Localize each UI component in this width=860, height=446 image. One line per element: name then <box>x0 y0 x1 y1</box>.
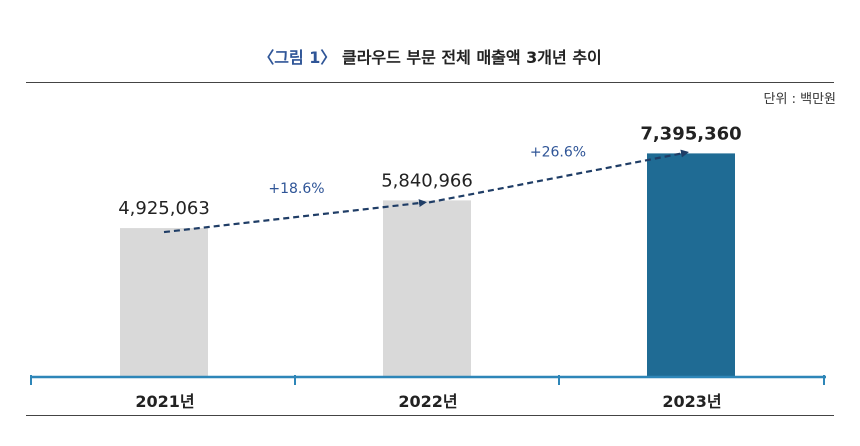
trend-arrow-1 <box>163 199 427 234</box>
unit-label: 단위 : 백만원 <box>763 92 836 107</box>
top-rule <box>26 82 834 83</box>
growth-label-2: +26.6% <box>530 144 586 160</box>
category-label-2023: 2023년 <box>662 392 722 411</box>
category-label-2022: 2022년 <box>398 392 458 411</box>
value-label-2022: 5,840,966 <box>381 170 473 191</box>
category-label-2021: 2021년 <box>135 392 195 411</box>
value-label-2021: 4,925,063 <box>118 198 210 219</box>
growth-label-1: +18.6% <box>268 181 324 197</box>
value-label-2023: 7,395,360 <box>640 123 741 144</box>
bar-2022 <box>383 200 471 377</box>
bar-2021 <box>120 228 208 377</box>
figure-title: 클라우드 부문 전체 매출액 3개년 추이 <box>341 48 602 67</box>
bottom-rule <box>26 415 834 416</box>
trend-arrow-2 <box>428 149 689 204</box>
figure-label: 〈그림 1〉 <box>258 48 337 67</box>
chart-title: 〈그림 1〉 클라우드 부문 전체 매출액 3개년 추이 <box>0 44 860 68</box>
bar-2023 <box>647 153 735 377</box>
